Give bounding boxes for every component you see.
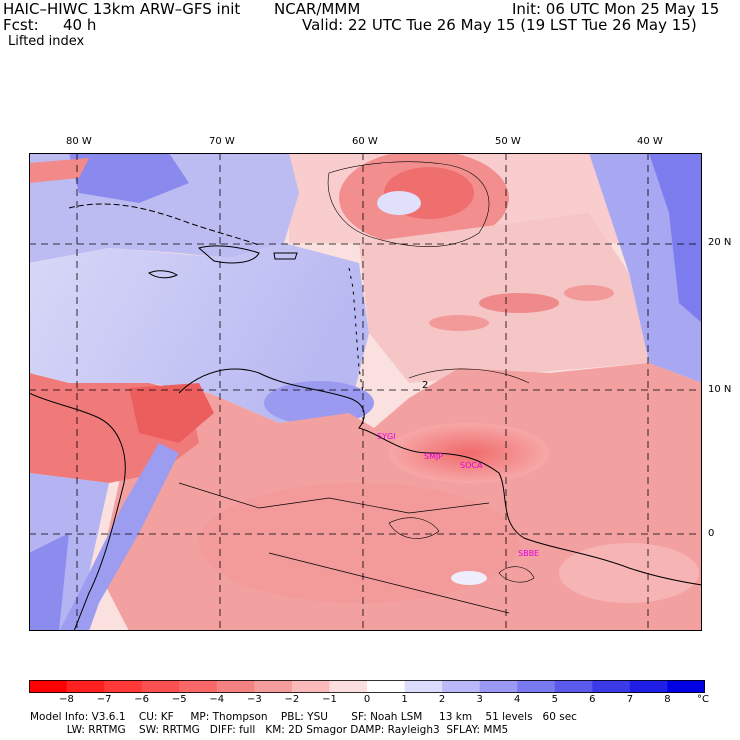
amazon-red-area	[199, 483, 519, 603]
east-atlantic-deep-blue	[649, 153, 702, 323]
lat-label-10n: 10 N	[708, 384, 732, 395]
legend-frame	[29, 680, 705, 693]
lat-label-0: 0	[708, 528, 715, 539]
legend-tick-label: −6	[134, 694, 150, 705]
station-sbbe: SBBE	[518, 549, 540, 558]
legend-tick-label: 1	[401, 694, 408, 705]
legend-swatch	[104, 680, 143, 693]
map-frame	[29, 153, 702, 631]
field-name: Lifted index	[8, 34, 85, 49]
legend-tick-label: −4	[209, 694, 225, 705]
southeast-light-patch	[559, 543, 699, 603]
station-smjp: SMJP	[424, 452, 444, 461]
lon-label-80w: 80 W	[66, 136, 92, 147]
legend-swatch	[29, 680, 68, 693]
legend-swatch	[291, 680, 330, 693]
legend-swatch	[629, 680, 668, 693]
init-time: Init: 06 UTC Mon 25 May 15	[512, 0, 720, 18]
legend-tick-label: −3	[246, 694, 262, 705]
coastlines	[29, 203, 702, 631]
lifted-index-map: 2	[29, 153, 702, 631]
forecast-label: Fcst:	[3, 16, 39, 34]
mid-atlantic-cell-2	[429, 315, 489, 331]
station-sygi: SYGI	[377, 432, 396, 441]
legend-swatch	[517, 680, 556, 693]
legend-tick-label: −1	[322, 694, 337, 705]
lon-label-60w: 60 W	[352, 136, 378, 147]
valid-time: Valid: 22 UTC Tue 26 May 15 (19 LST Tue …	[302, 16, 697, 34]
legend-swatch	[367, 680, 406, 693]
model-info-line-1: Model Info: V3.6.1 CU: KF MP: Thompson P…	[30, 711, 577, 723]
legend-swatch	[667, 680, 705, 693]
legend-swatch	[216, 680, 255, 693]
legend-swatch	[254, 680, 293, 693]
lon-label-50w: 50 W	[495, 136, 521, 147]
legend-tick-label: 6	[589, 694, 596, 705]
legend-tick-label: 0	[363, 694, 371, 705]
forecast-hour: 40 h	[63, 16, 97, 34]
lat-label-20n: 20 N	[708, 237, 732, 248]
legend-swatch	[66, 680, 105, 693]
legend-swatch	[329, 680, 368, 693]
andes-stable-ridge	[59, 443, 179, 631]
legend-swatch	[404, 680, 443, 693]
legend-tick-label: −2	[284, 694, 300, 705]
pacific-deep-blue	[29, 533, 69, 631]
station-soca: SOCA	[460, 461, 483, 470]
model-info-line-2: LW: RRTMG SW: RRTMG DIFF: full KM: 2D Sm…	[30, 724, 509, 736]
north-stable-patch	[377, 191, 421, 215]
legend-tick-label: 4	[514, 694, 521, 705]
legend-tick-label: 2	[438, 694, 446, 705]
lat-lon-grid	[29, 153, 702, 631]
legend-swatch	[592, 680, 631, 693]
legend-swatch	[479, 680, 518, 693]
legend-swatch	[179, 680, 218, 693]
legend-tick-label: −5	[171, 694, 187, 705]
mid-atlantic-cell-1	[479, 293, 559, 313]
model-title: HAIC–HIWC 13km ARW–GFS init	[3, 0, 241, 18]
colombia-red-core	[129, 383, 214, 443]
legend-unit: °C	[697, 694, 709, 705]
legend-swatch	[141, 680, 180, 693]
legend-tick-label: −8	[59, 694, 74, 705]
legend-swatch	[442, 680, 481, 693]
organization: NCAR/MMM	[274, 0, 361, 18]
legend-tick-label: 5	[551, 694, 558, 705]
legend-tick-label: 3	[476, 694, 483, 705]
lon-label-70w: 70 W	[209, 136, 235, 147]
lifted-index-contours	[327, 161, 535, 583]
guianas-red-core	[389, 423, 549, 483]
legend-tick-label: 7	[626, 694, 634, 705]
gulf-red-band	[29, 158, 89, 183]
caribbean-sea	[29, 243, 369, 423]
mid-atlantic-cell-3	[564, 285, 614, 301]
legend-swatch	[554, 680, 593, 693]
color-legend	[29, 680, 705, 693]
legend-tick-label: 8	[664, 694, 671, 705]
lon-label-40w: 40 W	[637, 136, 663, 147]
amazon-stable-patch	[451, 571, 487, 585]
contour-label: 2	[422, 380, 428, 391]
legend-tick-label: −7	[96, 694, 112, 705]
bahamas-deep-blue	[69, 153, 189, 203]
